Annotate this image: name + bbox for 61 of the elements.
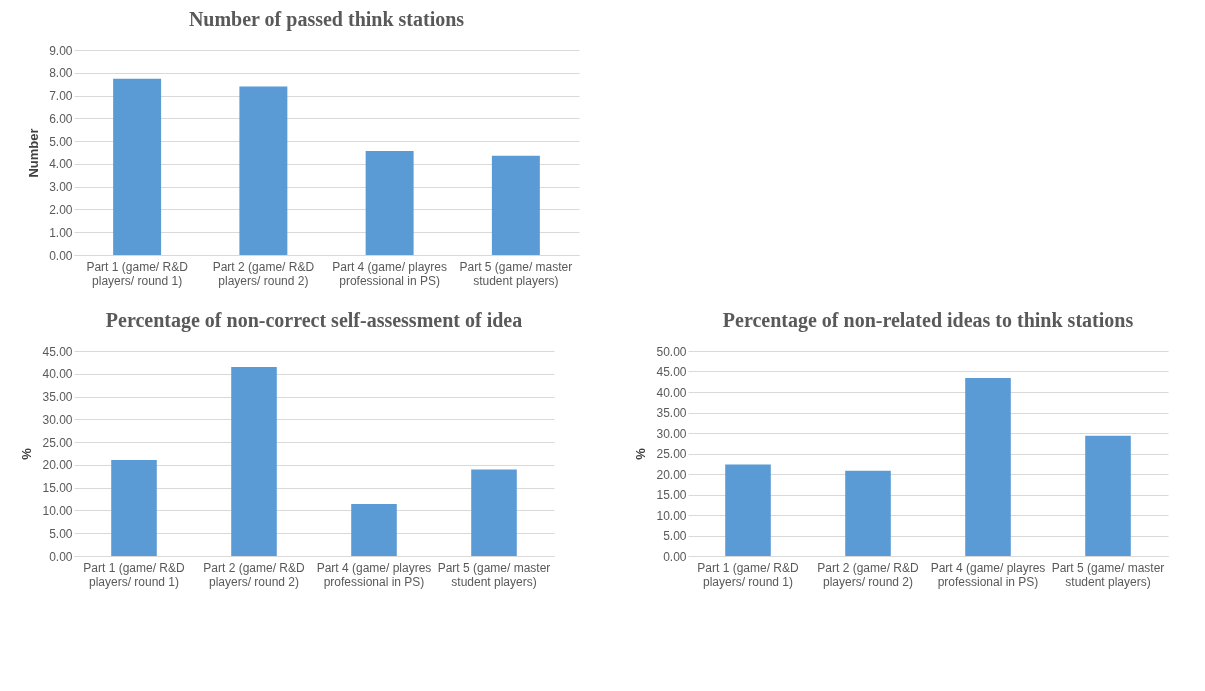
bar (491, 155, 540, 255)
y-tick-label: 10.00 (42, 503, 73, 518)
y-tick-label: 35.00 (42, 390, 73, 405)
y-tick-label: 10.00 (656, 508, 687, 523)
y-tick-label: 15.00 (42, 481, 73, 496)
y-tick-label: 30.00 (42, 412, 73, 427)
x-tick-label: Part 2 (game/ R&D players/ round 2) (203, 560, 306, 589)
y-axis-title: % (633, 447, 649, 460)
y-tick-label: 45.00 (42, 344, 73, 359)
bar (845, 470, 891, 556)
y-tick-label: 25.00 (42, 435, 73, 450)
bar (111, 459, 157, 556)
y-tick-label: 50.00 (656, 344, 687, 359)
y-tick-label: 25.00 (656, 447, 687, 461)
x-tick-label: Part 4 (game/ playres professional in PS) (332, 259, 447, 288)
y-tick-label: 45.00 (656, 365, 687, 379)
y-axis-title: % (19, 447, 35, 460)
y-tick-label: 5.00 (49, 134, 73, 149)
y-tick-label: 40.00 (656, 385, 687, 400)
x-tick-label: Part 1 (game/ R&D players/ round 1) (83, 560, 186, 589)
y-tick-label: 8.00 (49, 66, 73, 81)
chart-title: Number of passed think stations (188, 8, 465, 31)
y-axis-title: Number (26, 128, 42, 178)
y-tick-label: 0.00 (663, 549, 687, 564)
y-tick-label: 7.00 (49, 89, 73, 104)
y-tick-label: 4.00 (49, 157, 73, 172)
bar (1085, 435, 1131, 556)
y-tick-label: 6.00 (49, 111, 73, 126)
bar (239, 86, 288, 255)
y-tick-label: 0.00 (49, 248, 73, 263)
bar (113, 78, 162, 255)
bar (471, 469, 517, 556)
y-tick-label: 2.00 (49, 202, 73, 217)
bar (231, 366, 277, 556)
y-tick-label: 30.00 (656, 426, 687, 441)
y-tick-label: 20.00 (656, 467, 687, 482)
y-tick-label: 3.00 (49, 180, 73, 195)
bar (725, 464, 771, 556)
x-tick-label: Part 5 (game/ master student players) (459, 259, 573, 288)
y-tick-label: 40.00 (42, 367, 73, 382)
x-tick-label: Part 5 (game/ master student players) (437, 560, 551, 589)
x-tick-label: Part 4 (game/ playres professional in PS) (316, 560, 432, 589)
y-tick-label: 9.00 (49, 43, 73, 58)
x-tick-label: Part 4 (game/ playres professional in PS) (930, 560, 1046, 589)
y-tick-label: 0.00 (49, 549, 73, 564)
chart-title: Percentage of non-correct self-assessment of idea (105, 309, 523, 332)
x-tick-label: Part 1 (game/ R&D players/ round 1) (697, 560, 800, 589)
x-tick-label: Part 1 (game/ R&D players/ round 1) (86, 259, 189, 288)
bar (351, 504, 397, 556)
y-tick-label: 35.00 (656, 406, 687, 420)
chart-title: Percentage of non-related ideas to think stations (722, 309, 1134, 332)
y-tick-label: 5.00 (663, 529, 687, 543)
y-tick-label: 5.00 (49, 526, 73, 541)
x-tick-label: Part 2 (game/ R&D players/ round 2) (212, 259, 315, 288)
y-tick-label: 20.00 (42, 458, 73, 473)
bar (365, 150, 414, 255)
y-tick-label: 15.00 (656, 488, 687, 502)
x-tick-label: Part 2 (game/ R&D players/ round 2) (817, 560, 920, 589)
x-tick-label: Part 5 (game/ master student players) (1051, 560, 1165, 589)
y-tick-label: 1.00 (49, 225, 73, 240)
bar (965, 378, 1011, 556)
